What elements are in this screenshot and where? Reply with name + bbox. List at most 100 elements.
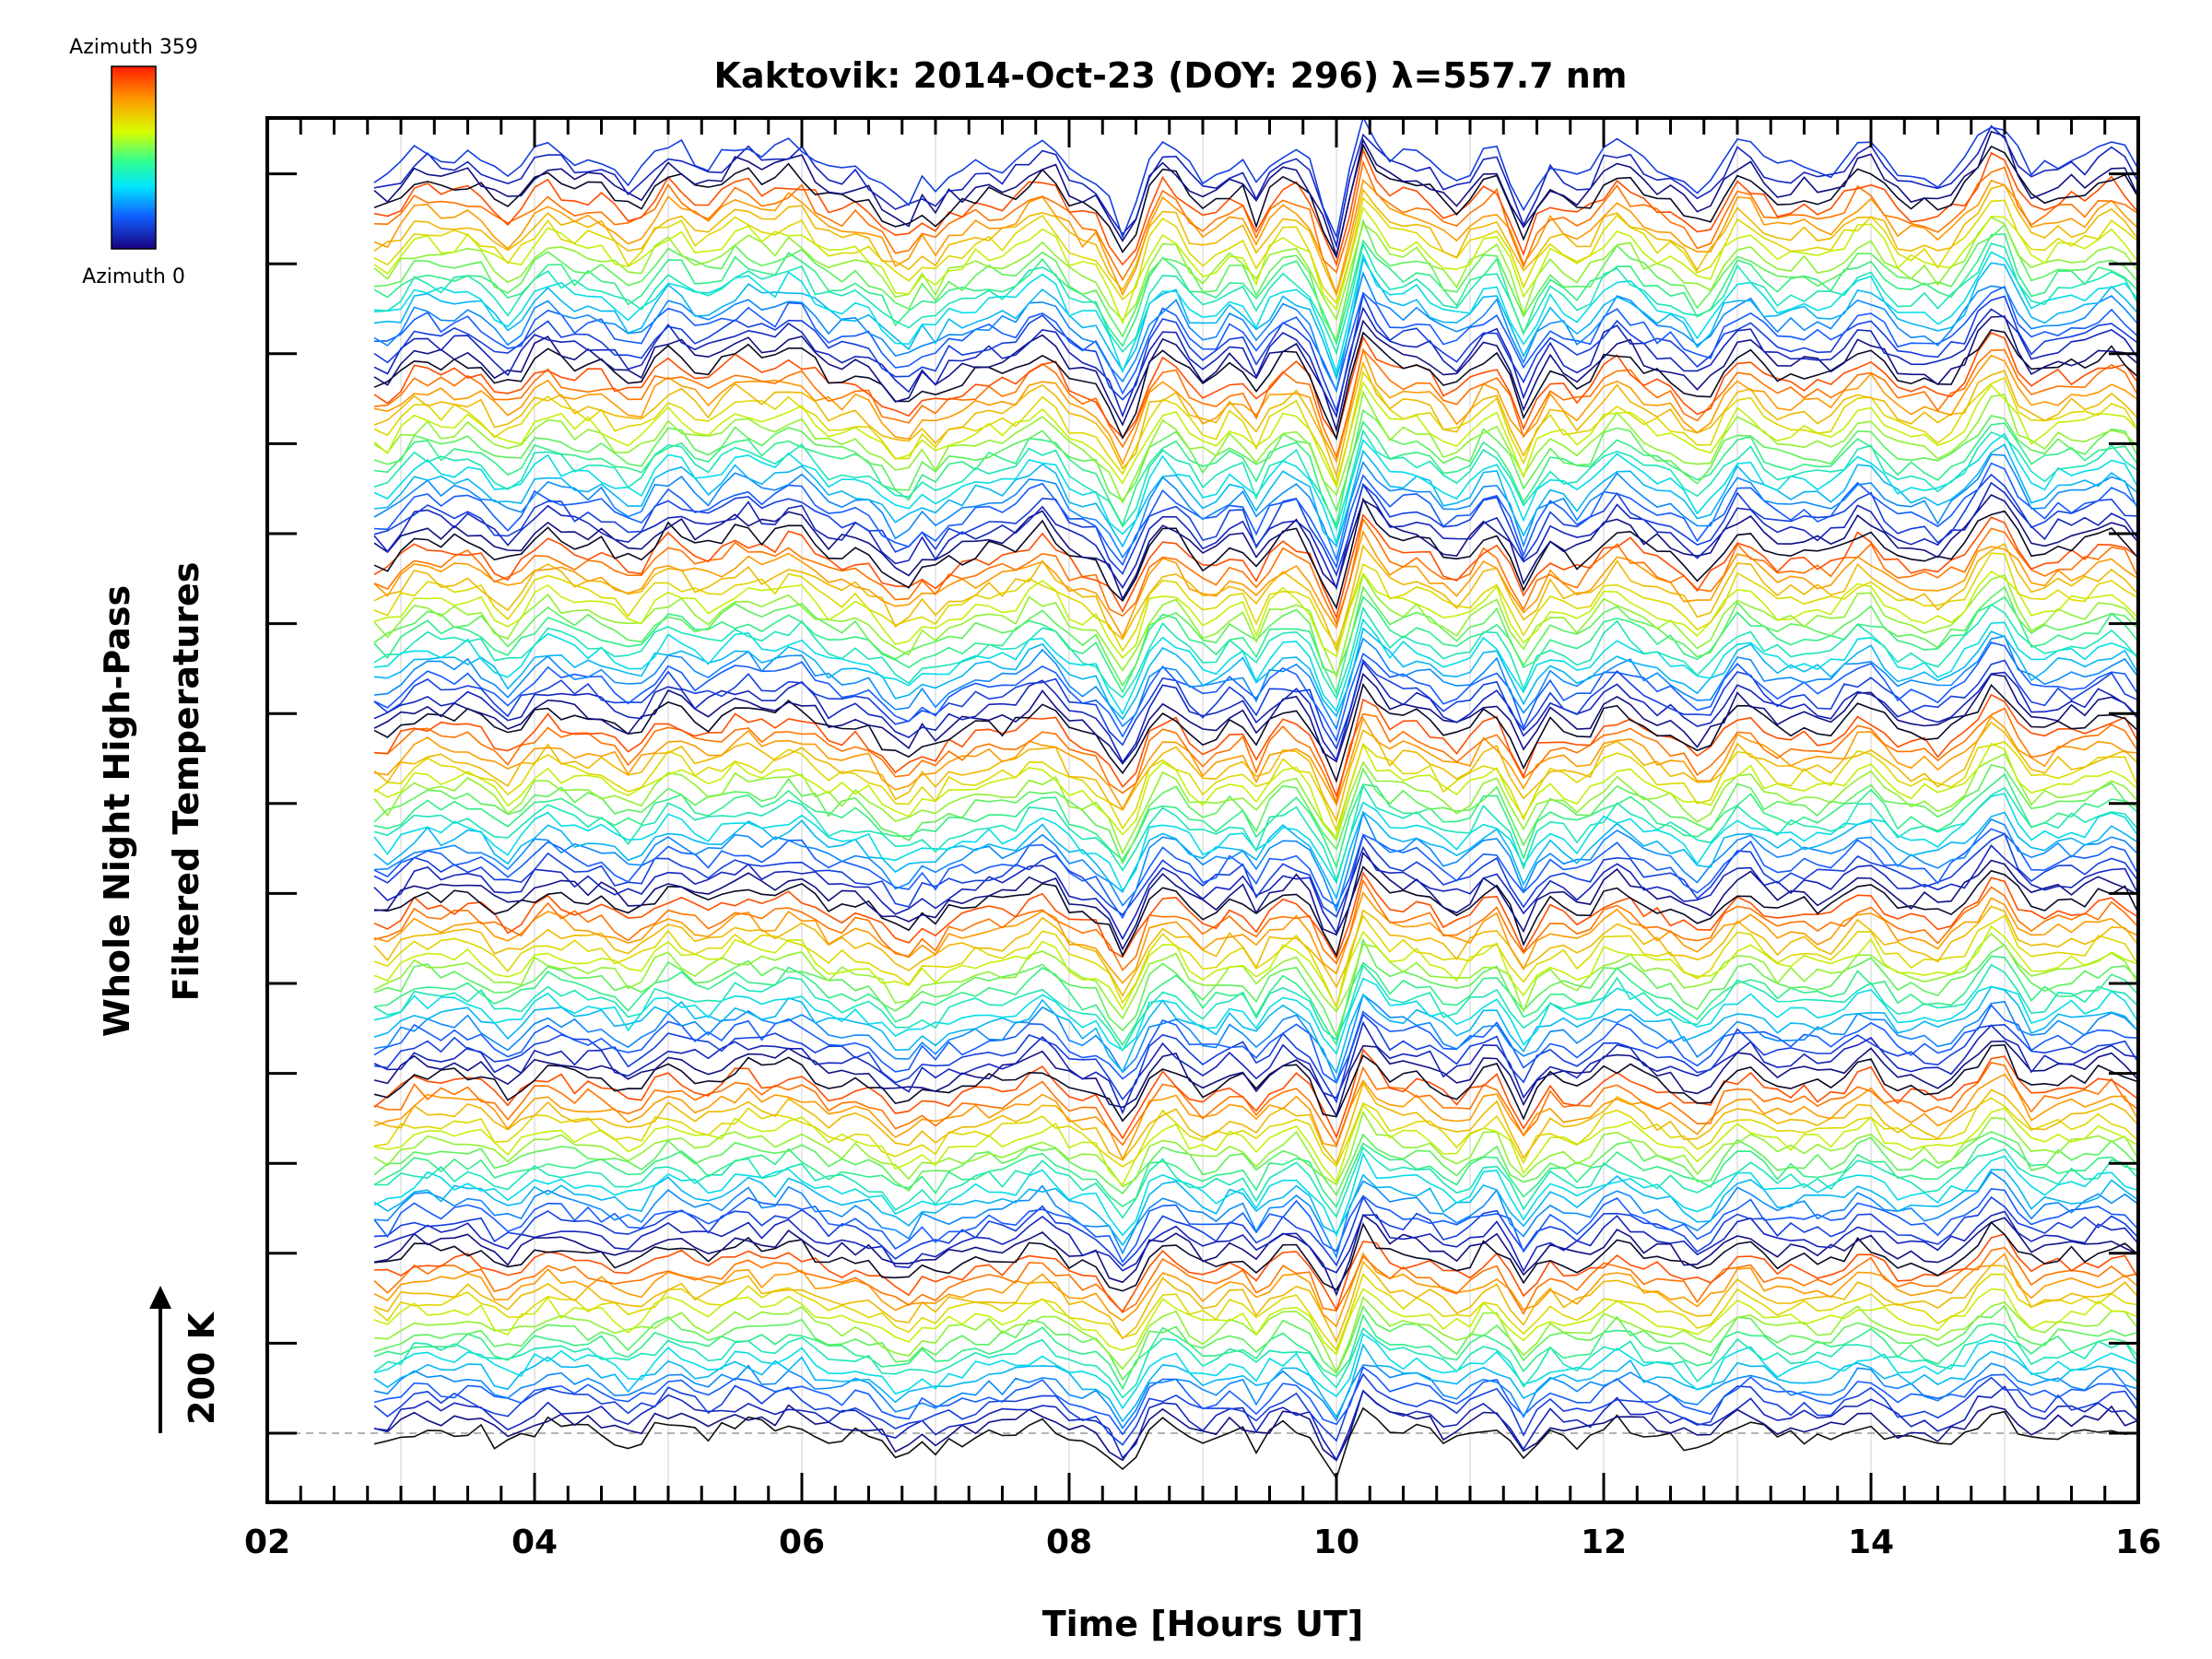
- x-tick-label: 16: [2115, 1524, 2161, 1561]
- x-tick-label: 06: [779, 1524, 825, 1561]
- series-line: [373, 1260, 2139, 1344]
- series-line: [373, 682, 2139, 783]
- series-line: [373, 1213, 2139, 1297]
- series-line: [373, 497, 2139, 610]
- series-line: [373, 529, 2139, 640]
- series-line: [373, 1288, 2139, 1356]
- series-line: [373, 1233, 2139, 1313]
- x-tick-label: 10: [1313, 1524, 1359, 1561]
- series-line: [373, 1048, 2139, 1140]
- series-line: [373, 871, 2139, 960]
- series-line: [373, 1169, 2139, 1247]
- series-line: [373, 429, 2139, 532]
- series-line: [373, 332, 2139, 441]
- series-line: [373, 1043, 2139, 1123]
- series-line: [373, 878, 2139, 971]
- series-line: [373, 552, 2139, 653]
- series-line: [373, 1020, 2139, 1115]
- colorbar-bottom-label: Azimuth 0: [82, 265, 185, 288]
- series-line: [373, 715, 2139, 811]
- series-line: [373, 1252, 2139, 1328]
- colorbar-top-label: Azimuth 359: [69, 36, 198, 59]
- series-line: [373, 994, 2139, 1085]
- series-line: [373, 1004, 2139, 1085]
- series-line: [373, 124, 2139, 249]
- chart-title: Kaktovik: 2014-Oct-23 (DOY: 296) λ=557.7…: [714, 55, 1628, 96]
- series-line: [373, 1110, 2139, 1188]
- series-line: [373, 937, 2139, 1039]
- series-line: [373, 641, 2139, 743]
- series-line: [373, 955, 2139, 1047]
- series-line: [373, 251, 2139, 376]
- series-line: [373, 462, 2139, 570]
- series-line: [373, 1246, 2139, 1315]
- series-line: [373, 740, 2139, 833]
- series-line: [373, 693, 2139, 798]
- series-line: [373, 1152, 2139, 1238]
- series-line: [373, 905, 2139, 997]
- series-line: [373, 143, 2139, 260]
- series-line: [373, 218, 2139, 343]
- series-line: [373, 360, 2139, 479]
- series-line: [373, 453, 2139, 562]
- x-tick-label: 08: [1046, 1524, 1092, 1561]
- x-tick-label: 04: [512, 1524, 558, 1561]
- series-line: [373, 270, 2139, 394]
- series-line: [373, 764, 2139, 865]
- series-line: [373, 1040, 2139, 1118]
- series-line: [373, 1372, 2139, 1446]
- series-line: [373, 1195, 2139, 1267]
- series-line: [373, 977, 2139, 1055]
- series-line: [373, 256, 2139, 381]
- x-tick-label: 02: [244, 1524, 290, 1561]
- series-line: [373, 1313, 2139, 1391]
- y-axis-label-line1: Whole Night High-Pass: [97, 585, 137, 1037]
- series-line: [373, 1343, 2139, 1423]
- series-line: [373, 513, 2139, 620]
- series-line: [373, 810, 2139, 913]
- series-line: [373, 130, 2139, 259]
- series-line: [373, 1406, 2139, 1480]
- series-line: [373, 828, 2139, 920]
- series-line: [373, 932, 2139, 1020]
- series-line: [373, 443, 2139, 548]
- series-line: [373, 1062, 2139, 1147]
- series-line: [373, 206, 2139, 325]
- series-line: [373, 570, 2139, 660]
- series-line: [373, 420, 2139, 528]
- series-line: [373, 371, 2139, 487]
- series-line: [373, 1333, 2139, 1410]
- x-axis-label: Time [Hours UT]: [1042, 1604, 1364, 1644]
- scale-arrow-head: [149, 1286, 171, 1309]
- series-line: [373, 1146, 2139, 1219]
- series-line: [373, 1073, 2139, 1161]
- series-line: [373, 752, 2139, 855]
- series-line: [373, 1081, 2139, 1166]
- series-line: [373, 183, 2139, 298]
- series-line: [373, 1097, 2139, 1168]
- series-line: [373, 890, 2139, 984]
- series-line: [373, 408, 2139, 513]
- series-layer: [373, 115, 2139, 1480]
- series-line: [373, 783, 2139, 883]
- series-line: [373, 1326, 2139, 1399]
- grid: [400, 118, 2006, 1502]
- series-line: [373, 572, 2139, 679]
- series-line: [373, 473, 2139, 578]
- series-line: [373, 985, 2139, 1075]
- series-line: [373, 1171, 2139, 1260]
- series-line: [373, 241, 2139, 356]
- series-line: [373, 1131, 2139, 1197]
- series-line: [373, 851, 2139, 951]
- series-line: [373, 115, 2139, 240]
- series-line: [373, 661, 2139, 764]
- series-line: [373, 810, 2139, 900]
- series-line: [373, 1210, 2139, 1274]
- series-line: [373, 1136, 2139, 1209]
- series-line: [373, 1221, 2139, 1292]
- series-line: [373, 159, 2139, 282]
- series-line: [373, 286, 2139, 395]
- series-line: [373, 924, 2139, 1011]
- series-line: [373, 1385, 2139, 1462]
